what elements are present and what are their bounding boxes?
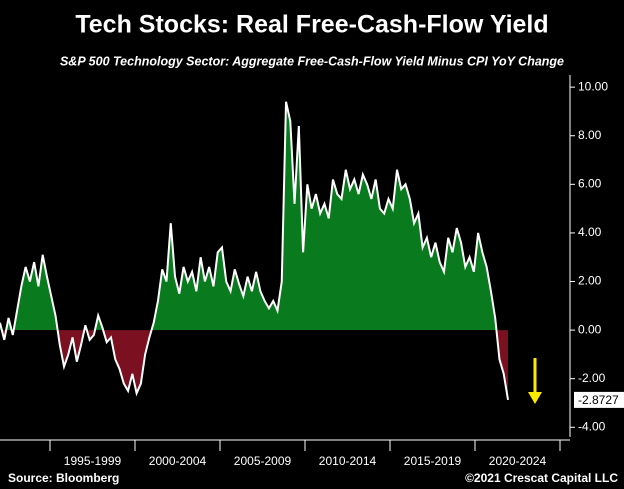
y-tick-label: 10.00 bbox=[578, 79, 608, 93]
y-tick-label: -4.00 bbox=[578, 419, 606, 433]
last-value-box bbox=[574, 391, 624, 408]
y-tick-label: 4.00 bbox=[578, 225, 602, 239]
y-tick-label: 0.00 bbox=[578, 322, 602, 336]
x-tick-label: 1995-1999 bbox=[64, 454, 122, 468]
x-tick-label: 2020-2024 bbox=[489, 454, 547, 468]
y-tick-label: -2.00 bbox=[578, 371, 606, 385]
y-tick-label: 6.00 bbox=[578, 177, 602, 191]
last-value-label: -2.8727 bbox=[578, 393, 619, 407]
y-tick-label: 8.00 bbox=[578, 128, 602, 142]
x-tick-label: 2010-2014 bbox=[319, 454, 377, 468]
x-tick-label: 2015-2019 bbox=[404, 454, 462, 468]
x-tick-label: 2005-2009 bbox=[234, 454, 292, 468]
chart-title: Tech Stocks: Real Free-Cash-Flow Yield bbox=[75, 11, 548, 39]
x-tick-label: 2000-2004 bbox=[149, 454, 207, 468]
y-tick-label: 2.00 bbox=[578, 274, 602, 288]
arrow-head bbox=[528, 392, 542, 404]
chart-subtitle: S&P 500 Technology Sector: Aggregate Fre… bbox=[60, 54, 564, 68]
area-negative bbox=[0, 330, 508, 400]
plot-area bbox=[0, 101, 509, 401]
source: Source: Bloomberg bbox=[8, 471, 119, 485]
area-positive bbox=[0, 101, 497, 331]
credit: ©2021 Crescat Capital LLC bbox=[465, 471, 618, 485]
series-line bbox=[0, 101, 509, 401]
